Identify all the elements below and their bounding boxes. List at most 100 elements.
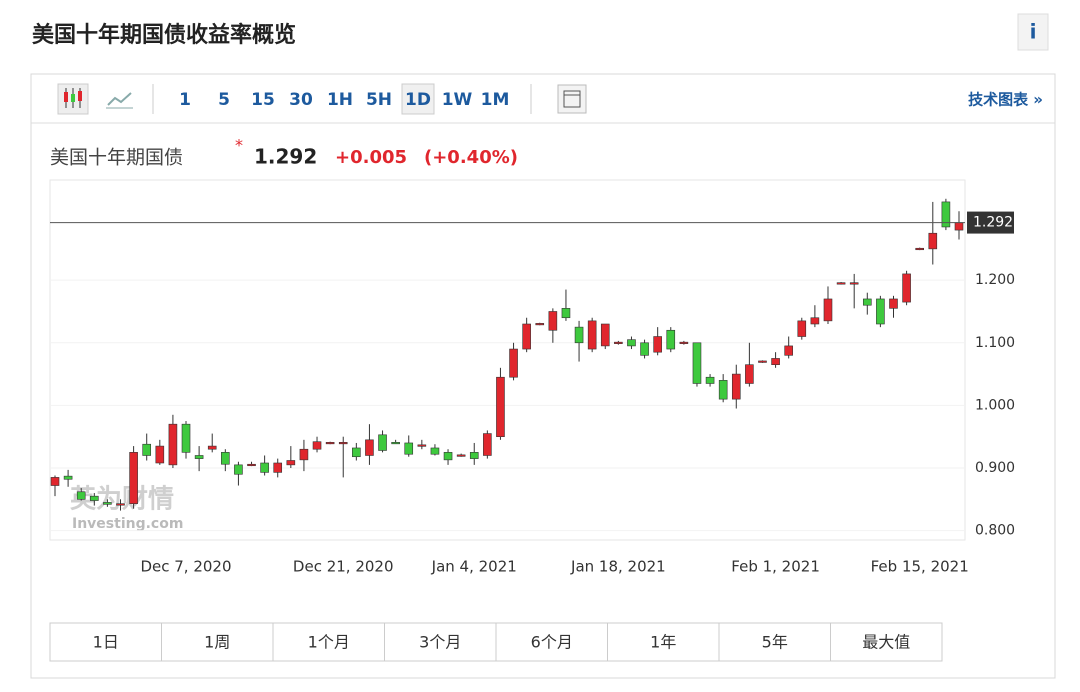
range-button[interactable] xyxy=(272,622,385,662)
candle-body xyxy=(116,503,125,506)
candle-body xyxy=(784,345,793,356)
candle-body xyxy=(299,448,309,461)
range-button[interactable] xyxy=(830,622,943,662)
range-label[interactable]: 1个月 xyxy=(308,633,350,652)
range-button[interactable] xyxy=(384,622,497,662)
candle-body xyxy=(614,341,623,344)
quote-name: 美国十年期国债 xyxy=(50,147,183,169)
candle-body xyxy=(627,339,636,347)
candle-body xyxy=(76,491,86,500)
range-button[interactable] xyxy=(718,622,831,662)
info-button[interactable] xyxy=(1017,13,1049,51)
candle-body xyxy=(666,329,676,350)
candle-body xyxy=(129,452,138,504)
candle-body xyxy=(928,232,938,250)
candle-body xyxy=(758,360,767,363)
candle-body xyxy=(876,298,885,325)
technical-chart-link[interactable]: 技术图表 » xyxy=(968,91,1043,109)
candle-body xyxy=(692,342,702,384)
live-dot: * xyxy=(235,136,243,155)
last-price-box xyxy=(967,211,1014,234)
candle-body xyxy=(797,320,807,337)
candle-body xyxy=(221,452,230,465)
range-button[interactable] xyxy=(49,622,162,662)
plot-area xyxy=(49,179,966,541)
candle-body xyxy=(207,445,217,450)
candle-body xyxy=(50,477,60,486)
candle-body xyxy=(247,463,256,467)
candle-body xyxy=(430,447,440,455)
candle-body xyxy=(902,273,911,303)
candle-body xyxy=(456,454,466,457)
candle-body xyxy=(535,323,545,326)
range-label[interactable]: 1周 xyxy=(204,633,230,652)
candle-body xyxy=(941,201,951,228)
candle-body xyxy=(640,342,649,356)
candle-body xyxy=(600,323,610,347)
range-label[interactable]: 1日 xyxy=(93,633,119,652)
interval-button[interactable]: 1 xyxy=(179,90,191,110)
interval-button[interactable]: 5 xyxy=(218,90,230,110)
candle-body xyxy=(404,442,414,455)
range-label[interactable]: 6个月 xyxy=(531,633,573,652)
quote-price: 1.292 xyxy=(254,145,317,169)
candle-body xyxy=(443,452,453,461)
candle-body xyxy=(469,452,479,459)
range-label[interactable]: 3个月 xyxy=(419,633,461,652)
quote-change-pct: (+0.40%) xyxy=(424,147,518,168)
candle-body xyxy=(90,495,99,501)
candle-body xyxy=(862,298,872,306)
candle-body xyxy=(954,222,964,231)
interval-button[interactable]: 15 xyxy=(251,90,275,110)
y-tick-label: 0.900 xyxy=(975,460,1015,476)
candle-body xyxy=(509,348,518,378)
candle-body xyxy=(771,358,780,365)
line-icon[interactable] xyxy=(106,92,133,109)
candle-body xyxy=(312,441,322,450)
interval-button[interactable]: 5H xyxy=(366,90,392,110)
panel xyxy=(30,73,1056,679)
candle-body xyxy=(63,475,73,480)
y-tick-label: 1.200 xyxy=(975,272,1015,288)
range-label[interactable]: 1年 xyxy=(650,633,676,652)
quote-change: +0.005 xyxy=(335,147,407,168)
interval-button[interactable]: 1W xyxy=(442,90,473,110)
candle-body xyxy=(718,380,728,400)
candle-body xyxy=(325,442,335,445)
candle-body xyxy=(260,462,269,473)
candle-body xyxy=(889,298,898,309)
x-tick-label: Jan 4, 2021 xyxy=(431,558,517,576)
info-icon[interactable]: i xyxy=(1030,20,1037,44)
candle-body xyxy=(587,320,597,350)
interval-button[interactable]: 1D xyxy=(405,90,431,110)
y-tick-label: 1.000 xyxy=(975,397,1015,413)
x-tick-label: Feb 15, 2021 xyxy=(871,558,969,576)
interval-button[interactable]: 1H xyxy=(327,90,353,110)
last-price-label: 1.292 xyxy=(973,215,1013,231)
range-button[interactable] xyxy=(607,622,720,662)
range-button[interactable] xyxy=(161,622,274,662)
candle-body xyxy=(496,376,505,437)
candle-body xyxy=(679,341,689,344)
candle-body xyxy=(731,373,741,400)
range-button[interactable] xyxy=(495,622,608,662)
watermark-en: Investing.com xyxy=(72,516,183,532)
interval-button[interactable]: 30 xyxy=(289,90,313,110)
interval-button[interactable]: 1M xyxy=(481,90,510,110)
candle-body xyxy=(155,445,165,464)
x-tick-label: Feb 1, 2021 xyxy=(731,558,820,576)
candle-body xyxy=(365,439,374,456)
range-label[interactable]: 5年 xyxy=(762,633,788,652)
x-tick-label: Dec 21, 2020 xyxy=(293,558,394,576)
range-label[interactable]: 最大值 xyxy=(862,633,910,652)
candle-body xyxy=(522,323,531,350)
candle-body xyxy=(483,433,492,456)
candle-body xyxy=(810,317,820,325)
watermark-cn: 英为财情 xyxy=(70,485,174,515)
candle-body xyxy=(745,364,754,384)
candle-body xyxy=(548,311,558,331)
candle-icon[interactable] xyxy=(57,83,89,115)
layout-icon[interactable] xyxy=(557,84,587,114)
candle-body xyxy=(849,282,859,285)
